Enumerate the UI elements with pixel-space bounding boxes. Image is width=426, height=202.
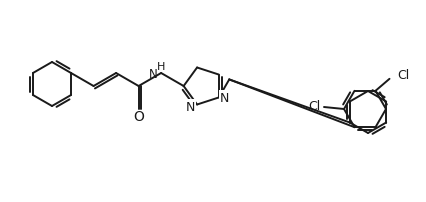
Text: N: N [149, 67, 158, 80]
Text: H: H [157, 62, 165, 72]
Text: Cl: Cl [397, 69, 410, 82]
Text: Cl: Cl [308, 100, 320, 113]
Text: O: O [133, 110, 144, 124]
Text: N: N [186, 101, 195, 114]
Text: N: N [220, 92, 229, 104]
